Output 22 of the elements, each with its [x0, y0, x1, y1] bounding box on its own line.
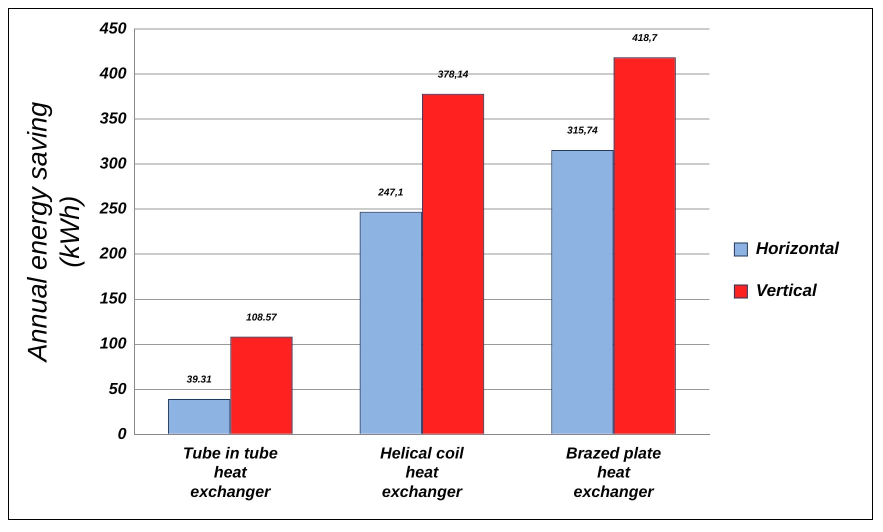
y-tick-label: 350 [100, 110, 127, 128]
data-label: 247,1 [377, 188, 404, 199]
y-axis-title: Annual energy saving (kWh) [22, 102, 86, 364]
y-tick-label: 150 [100, 290, 127, 308]
x-tick-label: Helical coil heat exchanger [380, 445, 464, 501]
y-tick-label: 250 [98, 200, 127, 218]
y-tick-label: 300 [100, 156, 127, 173]
data-label: 315,74 [567, 126, 598, 137]
y-tick-label: 0 [118, 426, 127, 443]
legend-label: Horizontal [756, 239, 840, 258]
y-tick-label: 200 [98, 246, 127, 263]
data-label: 39.31 [186, 374, 212, 386]
x-tick-label: Brazed plate heat exchanger [566, 445, 662, 501]
y-tick-label: 50 [108, 380, 127, 398]
x-tick-label: Tube in tube heat exchanger [182, 445, 278, 501]
y-tick-label: 100 [100, 336, 127, 353]
y-tick-label: 450 [98, 20, 127, 38]
legend-label: Vertical [756, 281, 818, 300]
data-label: 378,14 [438, 69, 469, 80]
y-tick-label: 400 [98, 65, 127, 82]
data-label: 418,7 [631, 32, 658, 44]
data-label: 108.57 [246, 312, 278, 324]
